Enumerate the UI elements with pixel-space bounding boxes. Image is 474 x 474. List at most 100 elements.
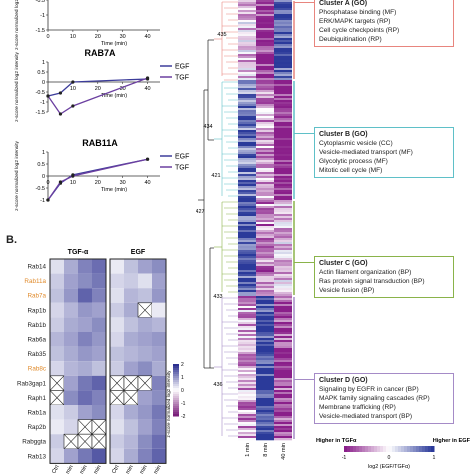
heatmap-cell <box>152 302 166 318</box>
heatmap-cell <box>274 80 292 83</box>
heatmap-cell <box>274 398 292 401</box>
heatmap-cell <box>238 40 256 43</box>
heatmap-cell <box>256 62 274 65</box>
heatmap-cell <box>274 254 292 257</box>
heatmap-cell <box>274 174 292 177</box>
heatmap-cell <box>274 428 292 431</box>
heatmap-cell <box>256 74 274 77</box>
legend-left-label: Higher in TGFα <box>316 438 357 444</box>
heatmap-cell <box>238 76 256 79</box>
heatmap-cell <box>274 212 292 215</box>
heatmap-cell <box>238 364 256 367</box>
heatmap-cell <box>238 282 256 285</box>
heatmap-cell <box>238 140 256 143</box>
colorbar-tick: -2 <box>181 414 186 420</box>
heatmap-cell <box>238 230 256 233</box>
heatmap-cell <box>256 428 274 431</box>
heatmap-cell <box>274 188 292 191</box>
heatmap-cell <box>256 356 274 359</box>
heatmap-cell <box>238 420 256 423</box>
heatmap-cell <box>274 406 292 409</box>
heatmap-cell <box>238 254 256 257</box>
colorbar-tick: 1 <box>181 375 184 381</box>
heatmap-cell <box>274 380 292 383</box>
legend-gradient-step <box>377 446 381 452</box>
heatmap-cell <box>238 426 256 429</box>
heatmap-cell <box>124 419 138 435</box>
heatmap-cell <box>110 434 124 449</box>
heatmap-cell <box>124 448 138 464</box>
heatmap-cell <box>274 402 292 405</box>
heatmap-cell <box>274 126 292 129</box>
heatmap-cell <box>256 194 274 197</box>
cluster-box: Cluster A (GO) Phosphatase binding (MF) ER… <box>314 0 454 47</box>
heatmap-cell <box>124 302 138 318</box>
colorbar-step <box>173 394 179 397</box>
row-label: Raph1 <box>27 395 46 402</box>
heatmap-cell <box>274 128 292 131</box>
legend-gradient-step <box>416 446 420 452</box>
heatmap-cell <box>256 58 274 61</box>
colorbar-step <box>173 370 179 373</box>
cluster-box: Cluster C (GO) Actin filament organizatio… <box>314 256 454 298</box>
heatmap-cell <box>238 94 256 97</box>
heatmap-cell <box>274 318 292 321</box>
heatmap-cell <box>238 116 256 119</box>
heatmap-cell <box>238 310 256 313</box>
heatmap-cell <box>152 405 166 420</box>
heatmap-cell <box>238 348 256 351</box>
heatmap-cell <box>256 134 274 137</box>
dendrogram-node-label: 421 <box>211 173 220 179</box>
cluster-go-term: Vesicle fusion (BP) <box>319 287 375 294</box>
heatmap-cell <box>238 20 256 23</box>
heatmap-cell <box>238 56 256 59</box>
row-label: Rab1a <box>27 410 46 417</box>
main-heatmap-legend: Higher in TGFα Higher in EGF -1 0 1 log2 (EGF… <box>316 438 471 470</box>
legend-gradient-step <box>425 446 429 452</box>
heatmap-cell <box>238 178 256 181</box>
heatmap-cell <box>274 362 292 365</box>
heatmap-cell <box>238 80 256 83</box>
heatmap-cell <box>238 182 256 185</box>
heatmap-cell <box>274 416 292 419</box>
heatmap-cell <box>256 44 274 47</box>
row-label: Rap1b <box>27 307 46 314</box>
heatmap-cell <box>256 188 274 191</box>
heatmap-cell <box>238 302 256 305</box>
heatmap-cell <box>256 254 274 257</box>
colorbar-tick: -1 <box>181 401 186 407</box>
y-axis-label: z-score normalized log2 intensity <box>14 51 20 121</box>
heatmap-cell <box>256 182 274 185</box>
heatmap-cell <box>274 294 292 297</box>
row-label: Rab7a <box>27 293 46 300</box>
heatmap-cell <box>256 252 274 255</box>
heatmap-cell <box>274 74 292 77</box>
heatmap-cell <box>274 358 292 361</box>
heatmap-cell <box>238 34 256 37</box>
heatmap-cell <box>238 104 256 107</box>
heatmap-cell <box>274 78 292 81</box>
heatmap-cell <box>238 90 256 93</box>
heatmap-cell <box>238 154 256 157</box>
heatmap-cell <box>238 68 256 71</box>
heatmap-cell <box>152 375 166 391</box>
heatmap-cell <box>274 336 292 339</box>
heatmap-cell <box>274 238 292 241</box>
heatmap-cell <box>238 432 256 435</box>
heatmap-cell <box>274 280 292 283</box>
heatmap-cell <box>238 256 256 259</box>
legend-gradient-step <box>368 446 372 452</box>
heatmap-cell <box>152 390 166 405</box>
colorbar-tick: 0 <box>181 388 184 394</box>
heatmap-cell <box>238 130 256 133</box>
heatmap-cell <box>256 390 274 393</box>
x-tick-label: 40 <box>144 86 150 92</box>
heatmap-cell <box>274 368 292 371</box>
legend-gradient-step <box>422 446 426 452</box>
heatmap-cell <box>138 346 152 362</box>
heatmap-cell <box>238 336 256 339</box>
heatmap-cell <box>256 258 274 261</box>
heatmap-cell <box>274 434 292 437</box>
legend-gradient-step <box>386 446 390 452</box>
heatmap-cell <box>274 62 292 65</box>
